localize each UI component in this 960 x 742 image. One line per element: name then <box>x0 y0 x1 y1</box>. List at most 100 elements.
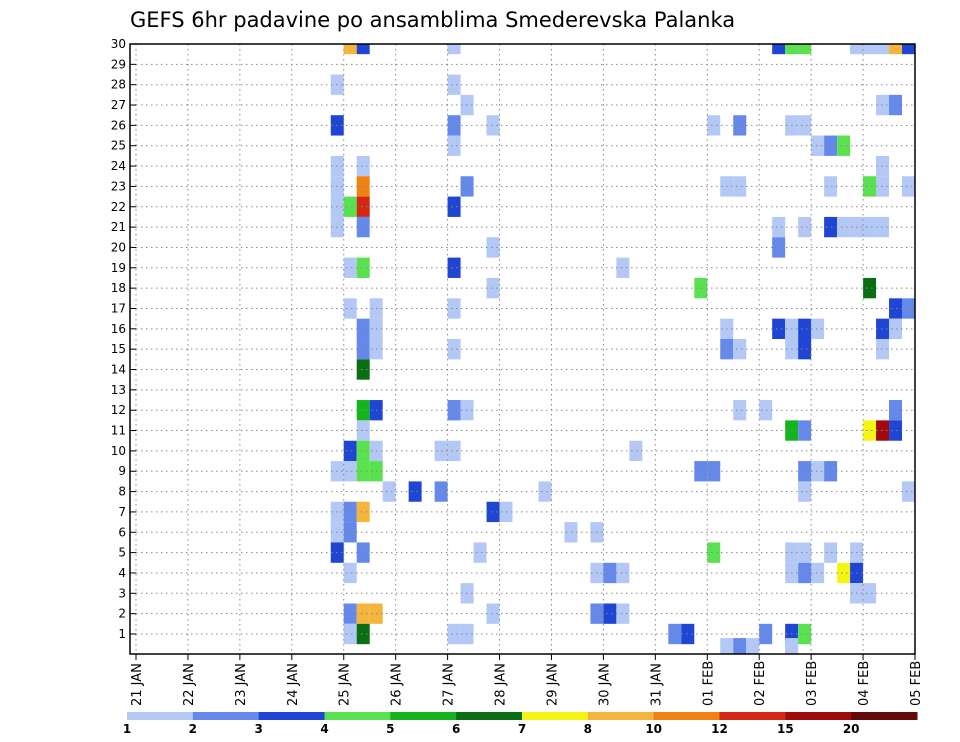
y-tick-label: 3 <box>118 586 126 600</box>
legend-swatch <box>390 712 457 720</box>
heatmap-cell <box>343 257 357 278</box>
heatmap-cell <box>798 44 812 55</box>
legend-swatch <box>522 712 589 720</box>
x-tick-label: 26 JAN <box>390 663 405 706</box>
heatmap-cell <box>603 562 617 584</box>
heatmap-cell <box>629 440 643 462</box>
heatmap-cell <box>343 440 357 462</box>
legend-label: 15 <box>777 722 794 736</box>
heatmap-cell <box>447 135 461 156</box>
heatmap-cell <box>889 94 903 116</box>
heatmap-cell <box>616 562 630 584</box>
heatmap-cell <box>486 603 500 624</box>
heatmap-cell <box>447 115 461 136</box>
heatmap-cell <box>863 277 877 299</box>
heatmap-cell <box>889 400 903 421</box>
heatmap-cell <box>889 420 903 441</box>
heatmap-cell <box>447 623 461 645</box>
color-legend: 1 2 3 4 5 6 7 8 10 12 15 20 <box>123 712 918 736</box>
legend-swatch <box>719 712 786 720</box>
heatmap-cell <box>447 400 461 421</box>
x-tick-label: 23 JAN <box>234 663 249 706</box>
heatmap-cell <box>876 420 890 441</box>
heatmap-cell <box>343 298 357 319</box>
heatmap-cell <box>447 74 461 95</box>
heatmap-cell <box>824 176 838 197</box>
y-tick-label: 26 <box>111 118 126 132</box>
heatmap-cell <box>486 501 500 523</box>
x-axis: 21 JAN 22 JAN 23 JAN 24 JAN 25 JAN 26 JAN 27 J… <box>130 654 924 706</box>
y-tick-label: 16 <box>111 322 126 336</box>
heatmap-cell <box>798 318 812 339</box>
heatmap-cell <box>889 44 903 55</box>
y-tick-label: 17 <box>111 301 126 315</box>
heatmap-cell <box>486 115 500 136</box>
heatmap-cell <box>408 481 422 502</box>
heatmap-cell <box>824 461 838 482</box>
y-tick-label: 7 <box>118 505 126 519</box>
heatmap-cell <box>876 44 890 55</box>
heatmap-cell <box>356 216 370 238</box>
heatmap-cell <box>343 196 357 217</box>
y-tick-label: 6 <box>118 525 126 539</box>
heatmap-cell <box>772 44 786 55</box>
x-tick-label: 05 FEB <box>909 661 924 706</box>
heatmap-cell <box>343 461 357 482</box>
heatmap-cell <box>356 623 370 645</box>
heatmap-cell <box>811 318 825 339</box>
y-tick-label: 21 <box>111 220 126 234</box>
heatmap-cell <box>850 44 864 55</box>
heatmap-cell <box>343 522 357 543</box>
y-tick-label: 13 <box>111 383 126 397</box>
x-tick-label: 25 JAN <box>338 663 353 706</box>
heatmap-cell <box>798 461 812 482</box>
heatmap-cell <box>837 216 851 238</box>
heatmap-cell <box>486 277 500 299</box>
heatmap-cell <box>447 440 461 462</box>
heatmap-cell <box>447 298 461 319</box>
grid-lines <box>135 43 916 654</box>
legend-swatch <box>324 712 391 720</box>
heatmap-cell <box>798 339 812 360</box>
heatmap-cell <box>798 542 812 563</box>
y-axis: 1234567891011121314151617181920212223242… <box>111 37 136 641</box>
heatmap-cell <box>356 257 370 278</box>
y-tick-label: 30 <box>111 37 126 51</box>
heatmap-cell <box>811 461 825 482</box>
legend-swatch <box>785 712 852 720</box>
heatmap-cell <box>564 522 578 543</box>
heatmap-cell <box>343 562 357 584</box>
heatmap-cell <box>343 501 357 523</box>
heatmap-cell <box>356 400 370 421</box>
heatmap-cell <box>837 562 851 584</box>
heatmap-cell <box>798 623 812 645</box>
heatmap-cell <box>356 44 370 55</box>
heatmap-cell <box>343 603 357 624</box>
legend-swatch <box>127 712 194 720</box>
heatmap-cell <box>824 216 838 238</box>
legend-label: 6 <box>452 722 460 736</box>
heatmap-cell <box>733 176 747 197</box>
heatmap-cell <box>356 420 370 441</box>
y-tick-label: 12 <box>111 403 126 417</box>
chart-title: GEFS 6hr padavine po ansamblima Smederev… <box>130 8 735 32</box>
heatmap-cell <box>785 44 799 55</box>
y-tick-label: 20 <box>111 240 126 254</box>
heatmap-cell <box>902 44 915 55</box>
x-tick-label: 03 FEB <box>805 661 820 706</box>
legend-label: 5 <box>386 722 394 736</box>
legend-swatch <box>456 712 523 720</box>
heatmap-cell <box>707 115 721 136</box>
x-tick-label: 02 FEB <box>753 661 768 706</box>
heatmap-cell <box>668 623 682 645</box>
heatmap-cell <box>356 176 370 197</box>
heatmap-cell <box>343 623 357 645</box>
heatmap-cell <box>863 216 877 238</box>
x-tick-label: 28 JAN <box>494 663 509 706</box>
legend-swatch <box>653 712 720 720</box>
heatmap-cell <box>785 638 799 654</box>
heatmap-cell <box>356 603 370 624</box>
heatmap-cell <box>837 135 851 156</box>
legend-label: 1 <box>123 722 131 736</box>
